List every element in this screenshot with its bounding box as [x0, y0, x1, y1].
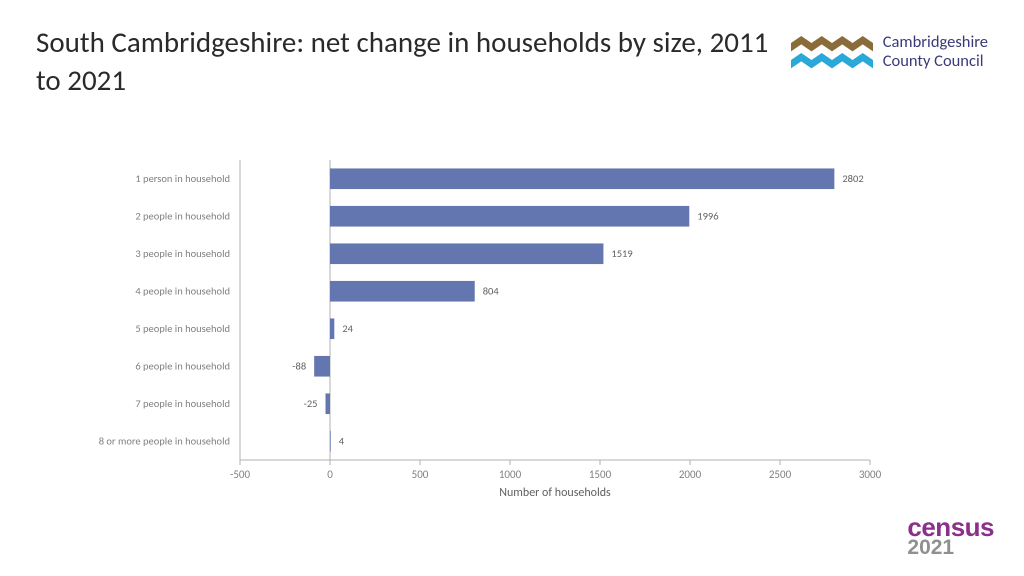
census-logo: census 2021 — [907, 516, 994, 558]
org-logo-text: Cambridgeshire County Council — [883, 33, 988, 71]
x-tick-label: -500 — [230, 468, 251, 481]
value-label: -25 — [304, 397, 318, 410]
category-label: 4 people in household — [135, 284, 230, 297]
x-tick-label: 2000 — [679, 468, 702, 481]
bar — [314, 356, 330, 377]
org-logo: Cambridgeshire County Council — [791, 30, 988, 74]
category-label: 3 people in household — [135, 247, 230, 260]
waves-icon — [791, 30, 873, 74]
households-chart: -500 0 500 1000 1500 2000 2500 3000 Number of ho… — [50, 150, 930, 510]
value-label: 804 — [483, 284, 500, 297]
bar — [330, 206, 689, 227]
chart-svg: -500 0 500 1000 1500 2000 2500 3000 Number of ho… — [50, 150, 930, 510]
bar — [330, 318, 334, 339]
org-name-line1: Cambridgeshire — [883, 33, 988, 52]
value-label: 1519 — [611, 247, 632, 260]
value-label: 4 — [339, 434, 345, 447]
category-label: 8 or more people in household — [99, 434, 230, 447]
bar — [330, 281, 475, 302]
bar — [330, 431, 331, 452]
value-label: 24 — [342, 322, 353, 335]
x-tick-label: 500 — [412, 468, 429, 481]
x-tick-label: 1500 — [589, 468, 612, 481]
x-axis-label: Number of households — [499, 486, 611, 500]
bar — [330, 168, 834, 189]
category-label: 5 people in household — [135, 322, 230, 335]
x-tick-label: 2500 — [769, 468, 792, 481]
x-tick-label: 3000 — [859, 468, 882, 481]
category-label: 6 people in household — [135, 359, 230, 372]
value-label: 2802 — [842, 172, 863, 185]
category-label: 7 people in household — [135, 397, 230, 410]
value-label: -88 — [292, 359, 306, 372]
value-label: 1996 — [697, 209, 718, 222]
page-title: South Cambridgeshire: net change in hous… — [36, 24, 791, 99]
bar — [326, 393, 331, 414]
census-year: 2021 — [907, 539, 994, 558]
category-label: 2 people in household — [135, 209, 230, 222]
category-label: 1 person in household — [135, 172, 230, 185]
x-tick-label: 1000 — [499, 468, 522, 481]
bar — [330, 243, 603, 264]
org-name-line2: County Council — [883, 52, 988, 71]
x-tick-label: 0 — [327, 468, 333, 481]
